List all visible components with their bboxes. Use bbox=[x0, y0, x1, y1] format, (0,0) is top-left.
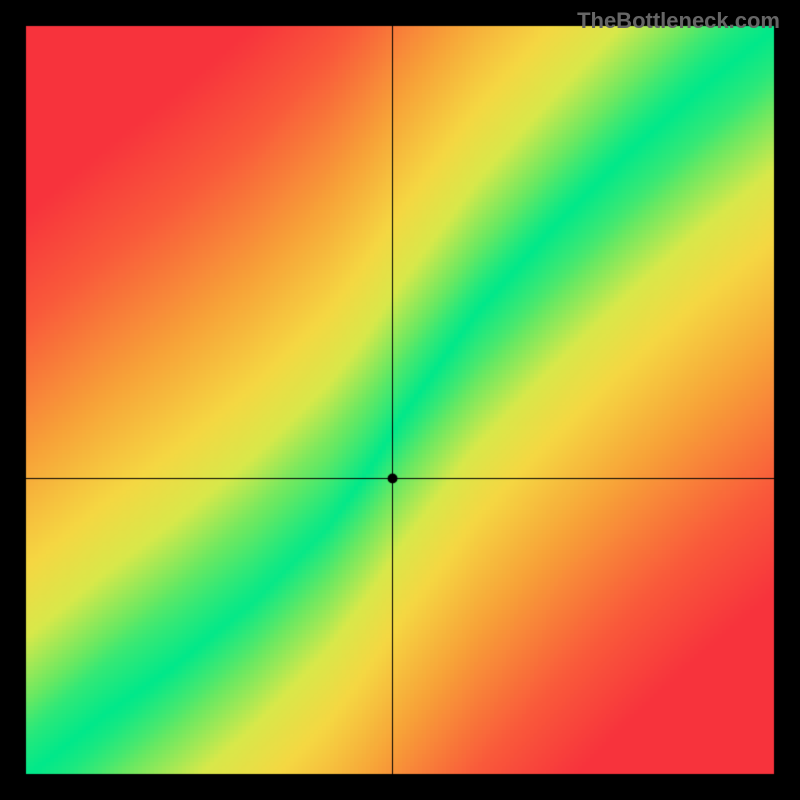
bottleneck-heatmap bbox=[0, 0, 800, 800]
watermark-text: TheBottleneck.com bbox=[577, 8, 780, 34]
